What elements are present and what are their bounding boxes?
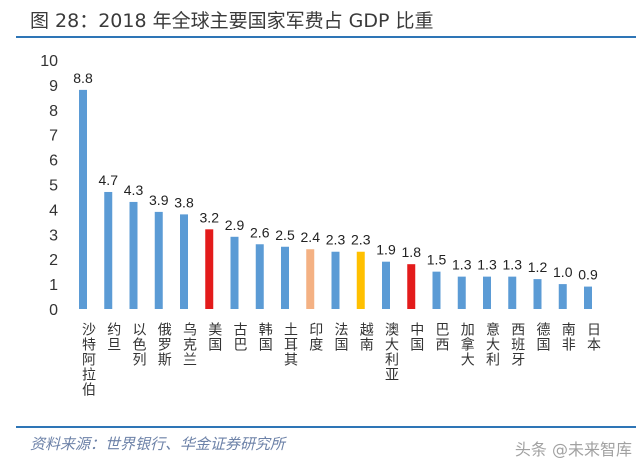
bar (281, 246, 289, 309)
x-tick-label: 南非 (560, 322, 576, 352)
top-rule (16, 36, 636, 38)
x-tick-label: 西班牙 (509, 322, 525, 367)
bar (432, 271, 441, 309)
bar (382, 261, 390, 309)
y-tick-label: 8 (49, 103, 58, 120)
data-label: 1.9 (376, 242, 396, 258)
y-tick-label: 9 (49, 78, 58, 95)
bar (255, 244, 264, 309)
x-tick-label: 美国 (206, 322, 222, 352)
x-tick-label: 德国 (535, 322, 551, 352)
y-tick-label: 5 (49, 178, 58, 195)
data-label: 2.6 (250, 224, 270, 240)
x-tick-label: 古巴 (232, 322, 248, 352)
bar (129, 201, 138, 309)
x-tick-label: 约旦 (105, 322, 121, 352)
data-label: 1.3 (503, 257, 523, 273)
data-label: 2.3 (326, 232, 346, 248)
y-tick-label: 1 (49, 277, 58, 294)
x-tick-label: 韩国 (257, 322, 273, 352)
x-tick-label: 以色列 (131, 322, 147, 367)
data-label: 2.3 (351, 232, 371, 248)
bar (533, 279, 542, 309)
y-tick-label: 10 (40, 53, 58, 70)
bar (356, 251, 365, 309)
watermark: 头条 @未来智库 (514, 440, 632, 459)
x-tick-label: 日本 (585, 322, 601, 352)
data-label: 2.5 (275, 227, 295, 243)
data-label: 3.9 (149, 192, 169, 208)
bar (104, 191, 113, 309)
data-label: 1.3 (477, 257, 497, 273)
data-label: 0.9 (578, 267, 598, 283)
bar (306, 249, 315, 309)
bar (558, 284, 567, 309)
x-tick-label: 法国 (333, 322, 349, 352)
bottom-rule (16, 426, 636, 428)
y-tick-label: 6 (49, 153, 58, 170)
y-tick-label: 4 (49, 202, 58, 219)
y-tick-label: 7 (49, 128, 58, 145)
x-tick-label: 巴西 (434, 322, 450, 352)
bar (331, 251, 340, 309)
y-tick-label: 0 (49, 302, 58, 319)
bar (483, 276, 491, 309)
data-label: 4.3 (124, 182, 144, 198)
bar (79, 89, 87, 309)
data-label: 2.9 (225, 217, 245, 233)
data-label: 1.0 (553, 264, 573, 280)
x-tick-label: 沙特阿拉伯 (80, 322, 96, 397)
data-label: 1.8 (402, 244, 422, 260)
data-label: 8.8 (73, 70, 93, 86)
x-tick-label: 俄罗斯 (156, 322, 172, 367)
data-label: 1.3 (452, 257, 472, 273)
data-label: 1.5 (427, 252, 447, 268)
x-tick-label: 意大利 (484, 321, 500, 367)
x-tick-label: 加拿大 (459, 322, 475, 367)
bar (154, 211, 163, 309)
bar (584, 286, 592, 309)
x-tick-label: 中国 (408, 322, 424, 352)
figure-title: 图 28：2018 年全球主要国家军费占 GDP 比重 (30, 10, 434, 32)
bar (205, 229, 214, 309)
y-tick-label: 2 (49, 252, 58, 269)
x-tick-label: 乌克兰 (181, 322, 197, 367)
y-tick-label: 3 (49, 227, 58, 244)
bar (508, 276, 517, 309)
data-label: 3.2 (200, 209, 220, 225)
bar (407, 264, 416, 309)
data-label: 4.7 (99, 172, 119, 188)
x-tick-label: 印度 (307, 322, 323, 352)
x-tick-label: 澳大利亚 (383, 322, 399, 382)
data-label: 2.4 (301, 229, 321, 245)
bar (457, 276, 466, 309)
data-label: 1.2 (528, 259, 548, 275)
x-tick-label: 土耳其 (282, 322, 298, 367)
x-tick-label: 越南 (358, 322, 374, 352)
bar (180, 214, 188, 309)
source-note: 资料来源：世界银行、华金证券研究所 (30, 435, 286, 453)
bar (230, 236, 239, 309)
data-label: 3.8 (174, 194, 194, 210)
